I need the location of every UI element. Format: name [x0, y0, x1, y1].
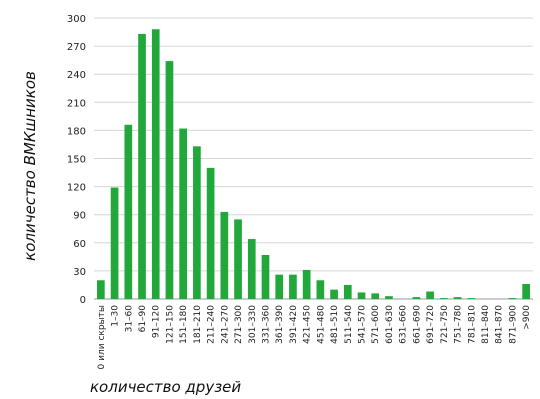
y-tick-label: 150	[67, 155, 86, 166]
x-tick-label: 361–390	[275, 305, 285, 344]
x-tick-label: 421–450	[303, 305, 313, 344]
x-tick-label: 541–570	[358, 305, 368, 344]
y-tick-label: 120	[67, 183, 86, 194]
x-tick-labels: 0 или скрыты 1–30 31–60 61–90 91–120 121–150 1…	[97, 305, 532, 370]
bar	[124, 124, 133, 299]
x-tick-label: 391–420	[289, 305, 299, 344]
x-tick-label: 751–780	[454, 305, 464, 344]
bar	[97, 280, 105, 299]
x-tick-label: 271–300	[234, 305, 244, 344]
bar	[467, 298, 476, 299]
x-tick-label: 631–660	[399, 305, 409, 344]
bar	[302, 269, 311, 299]
bar	[220, 211, 229, 299]
bar	[151, 29, 160, 300]
bar	[508, 298, 517, 299]
bar	[426, 291, 434, 299]
x-tick-label: 181–210	[193, 305, 203, 344]
y-tick-label: 30	[73, 267, 86, 278]
bars	[97, 29, 530, 300]
x-tick-label: 0 или скрыты	[97, 305, 107, 369]
x-tick-label: 301–330	[248, 305, 258, 344]
x-tick-label: 151–180	[179, 305, 189, 344]
x-tick-label: 241–270	[220, 305, 230, 344]
bar	[275, 274, 284, 299]
bar	[453, 297, 462, 299]
y-tick-label: 60	[73, 239, 86, 250]
x-tick-label: 721–750	[440, 305, 450, 344]
x-tick-label: 781–810	[467, 305, 477, 344]
bar	[206, 167, 215, 299]
x-tick-label: 211–240	[207, 305, 217, 344]
y-tick-label: 0	[80, 295, 86, 306]
bar	[385, 296, 393, 299]
x-tick-label: 691–720	[426, 305, 436, 344]
y-axis-title: количество ВМКшников	[21, 71, 39, 261]
y-tick-label: 180	[67, 126, 86, 137]
x-tick-label: 811–840	[481, 305, 491, 344]
x-axis-title: количество друзей	[90, 378, 242, 396]
x-tick-label: 331–360	[261, 305, 271, 344]
x-tick-label: 481–510	[330, 305, 340, 344]
x-tick-label: 841–870	[495, 305, 505, 344]
bar	[193, 146, 201, 299]
bar	[316, 280, 325, 299]
bar	[165, 61, 174, 299]
y-tick-label: 210	[67, 98, 86, 109]
x-tick-label: 91–120	[152, 305, 162, 338]
x-tick-label: 661–690	[412, 305, 422, 344]
bar	[179, 128, 188, 299]
x-tick-label: 601–630	[385, 305, 395, 344]
x-tick-label: 871–900	[508, 305, 518, 344]
bar	[522, 284, 530, 299]
x-tick-label: 61–90	[138, 305, 148, 333]
x-tick-label: 571–600	[371, 305, 381, 344]
y-tick-labels: 0 30 60 90 120 150 180 210 240 270 300	[67, 14, 86, 306]
bar	[357, 292, 366, 299]
x-tick-label: >900	[522, 305, 532, 330]
bar	[234, 219, 242, 299]
bar	[261, 254, 270, 299]
x-tick-label: 511–540	[344, 305, 354, 344]
bar	[343, 284, 352, 299]
x-tick-label: 121–150	[165, 305, 175, 344]
bar	[289, 274, 297, 299]
x-tick-label: 451–480	[316, 305, 326, 344]
bar	[330, 289, 338, 299]
x-tick-label: 31–60	[124, 305, 134, 333]
bar	[371, 293, 380, 299]
gridlines	[94, 17, 533, 300]
bar	[110, 187, 119, 299]
bar	[138, 33, 146, 299]
bar	[247, 239, 256, 299]
bar	[412, 297, 421, 299]
bar	[439, 298, 448, 299]
x-tick-label: 1–30	[111, 305, 121, 327]
y-tick-label: 90	[73, 211, 86, 222]
y-tick-label: 240	[67, 70, 86, 81]
y-tick-label: 300	[67, 14, 86, 25]
y-tick-label: 270	[67, 42, 86, 53]
